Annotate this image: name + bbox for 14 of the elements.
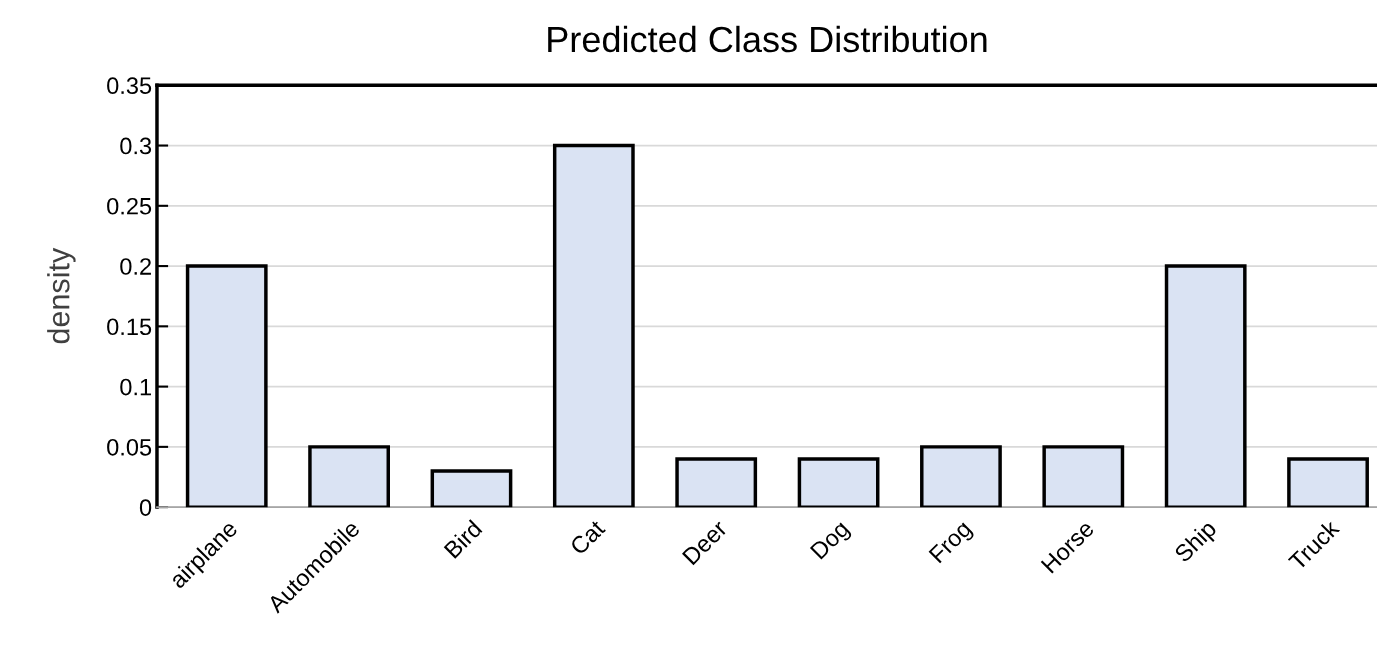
y-tick-label: 0.2 [120,258,151,275]
x-tick-label: Bird [443,519,483,559]
y-axis-title: density [47,247,76,344]
y-tick-label: 0 [139,499,152,516]
y-tick-label: 0.1 [120,378,151,396]
y-tick-label: 0.35 [107,77,152,95]
x-tick-label: Ship [1173,518,1221,567]
chart-title: Predicted Class Distribution [548,25,987,53]
y-tick-label: 0.25 [107,197,152,215]
y-tick-label: 0.15 [107,318,152,336]
x-tick-label: Dog [809,519,854,564]
y-tick-label: 0.05 [107,438,152,456]
x-tick-label: Cat [569,518,606,556]
y-tick-label: 0.3 [120,137,152,155]
